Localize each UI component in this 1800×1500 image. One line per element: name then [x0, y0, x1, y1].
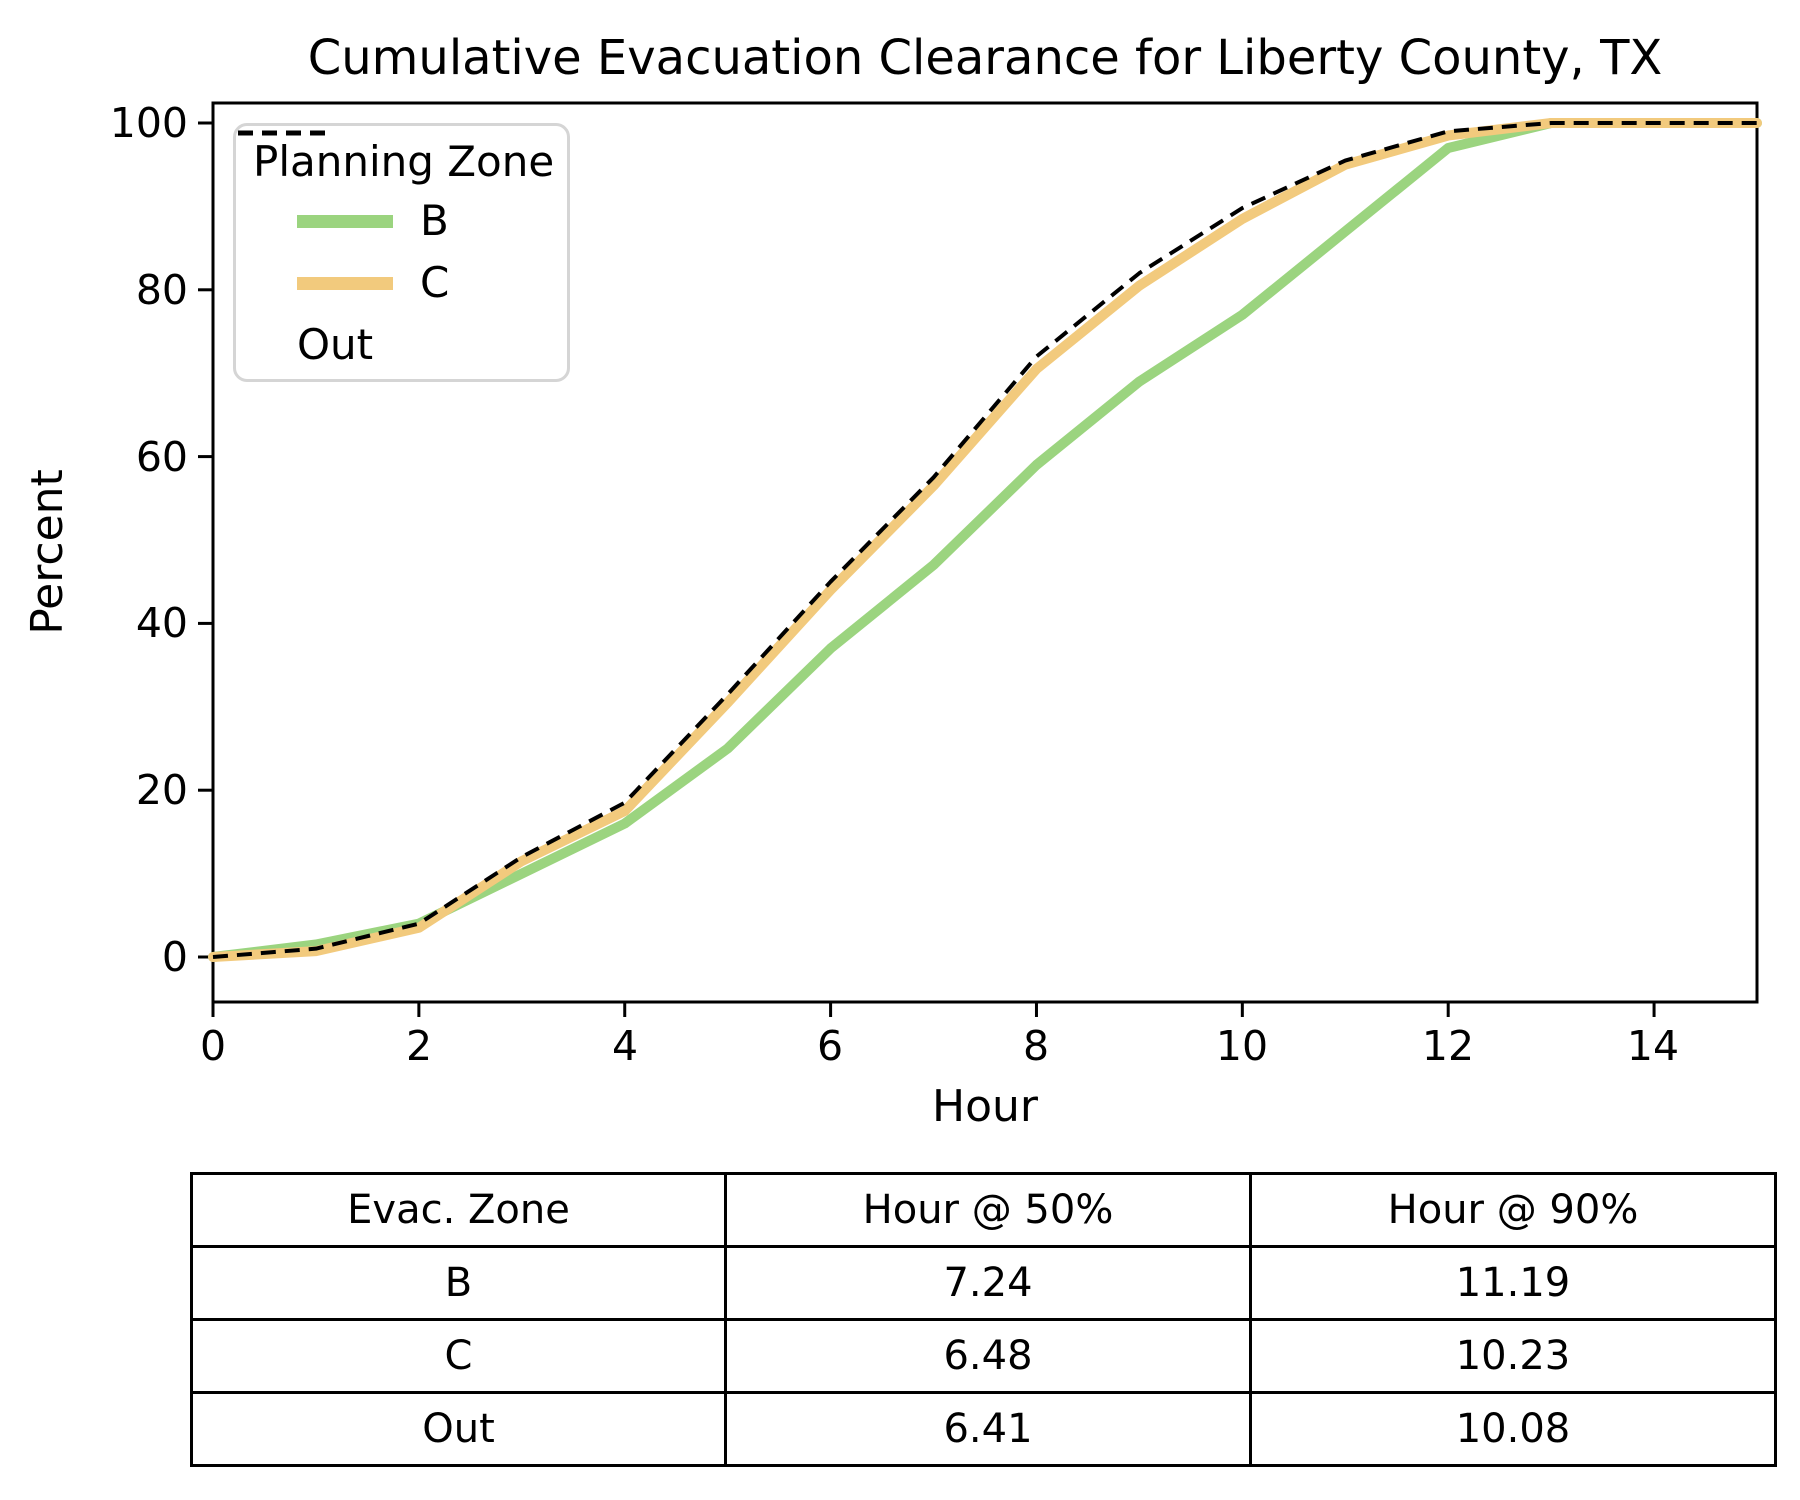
y-tick-label-40: 40	[135, 599, 188, 647]
legend-entry-c: C	[236, 252, 567, 314]
legend-entry-out: Out	[236, 130, 567, 376]
clearance-chart	[198, 101, 1762, 1017]
series-lines	[208, 118, 1762, 962]
legend-entry-b: B	[236, 190, 567, 252]
header-hour-50: Hour @ 50%	[724, 1172, 1252, 1248]
clearance-summary-table: Evac. Zone Hour @ 50% Hour @ 90% B 7.24 …	[190, 1172, 1777, 1467]
x-tick-label-4: 8	[1022, 1022, 1050, 1070]
cell-zone: Out	[190, 1391, 727, 1467]
y-tick-label-20: 20	[135, 766, 188, 814]
x-axis-label: Hour	[932, 1081, 1038, 1132]
legend-dash-swatch	[238, 130, 330, 136]
legend-label-c: C	[420, 258, 450, 307]
x-tick-label-5: 10	[1215, 1022, 1269, 1070]
table-header-row: Evac. Zone Hour @ 50% Hour @ 90%	[190, 1172, 1777, 1248]
legend-label-b: B	[420, 196, 449, 245]
y-tick-label-100: 100	[109, 99, 188, 147]
cell-zone: B	[190, 1245, 727, 1321]
y-tick-label-60: 60	[135, 433, 188, 481]
cell-h50: 6.48	[724, 1318, 1252, 1394]
x-tick-label-1: 2	[405, 1022, 433, 1070]
plot-border	[211, 101, 1759, 1004]
legend-label-out: Out	[297, 320, 374, 369]
x-tick-label-2: 4	[611, 1022, 639, 1070]
cell-h50: 7.24	[724, 1245, 1252, 1321]
table-row: C 6.48 10.23	[190, 1318, 1777, 1394]
y-tick-label-80: 80	[135, 266, 188, 314]
cell-h90: 10.23	[1249, 1318, 1777, 1394]
x-tick-label-6: 12	[1421, 1022, 1475, 1070]
legend-swatch-b	[297, 214, 393, 228]
legend-box: Planning Zone B C Out	[233, 123, 570, 382]
cell-h50: 6.41	[724, 1391, 1252, 1467]
cell-h90: 11.19	[1249, 1245, 1777, 1321]
y-tick-label-0: 0	[161, 933, 188, 981]
x-tick-label-0: 0	[199, 1022, 227, 1070]
table-row: B 7.24 11.19	[190, 1245, 1777, 1321]
cell-h90: 10.08	[1249, 1391, 1777, 1467]
x-tick-label-7: 14	[1626, 1022, 1680, 1070]
cell-zone: C	[190, 1318, 727, 1394]
table-row: Out 6.41 10.08	[190, 1391, 1777, 1467]
series-line-out	[212, 121, 1757, 959]
tick-marks	[198, 121, 1656, 1017]
chart-title: Cumulative Evacuation Clearance for Libe…	[307, 30, 1663, 86]
header-hour-90: Hour @ 90%	[1249, 1172, 1777, 1248]
y-axis-label: Percent	[22, 469, 73, 635]
series-line-c	[208, 118, 1762, 962]
legend-title: Planning Zone	[253, 137, 555, 186]
legend-swatch-c	[297, 276, 393, 290]
header-evac-zone: Evac. Zone	[190, 1172, 727, 1248]
x-tick-label-3: 6	[816, 1022, 844, 1070]
